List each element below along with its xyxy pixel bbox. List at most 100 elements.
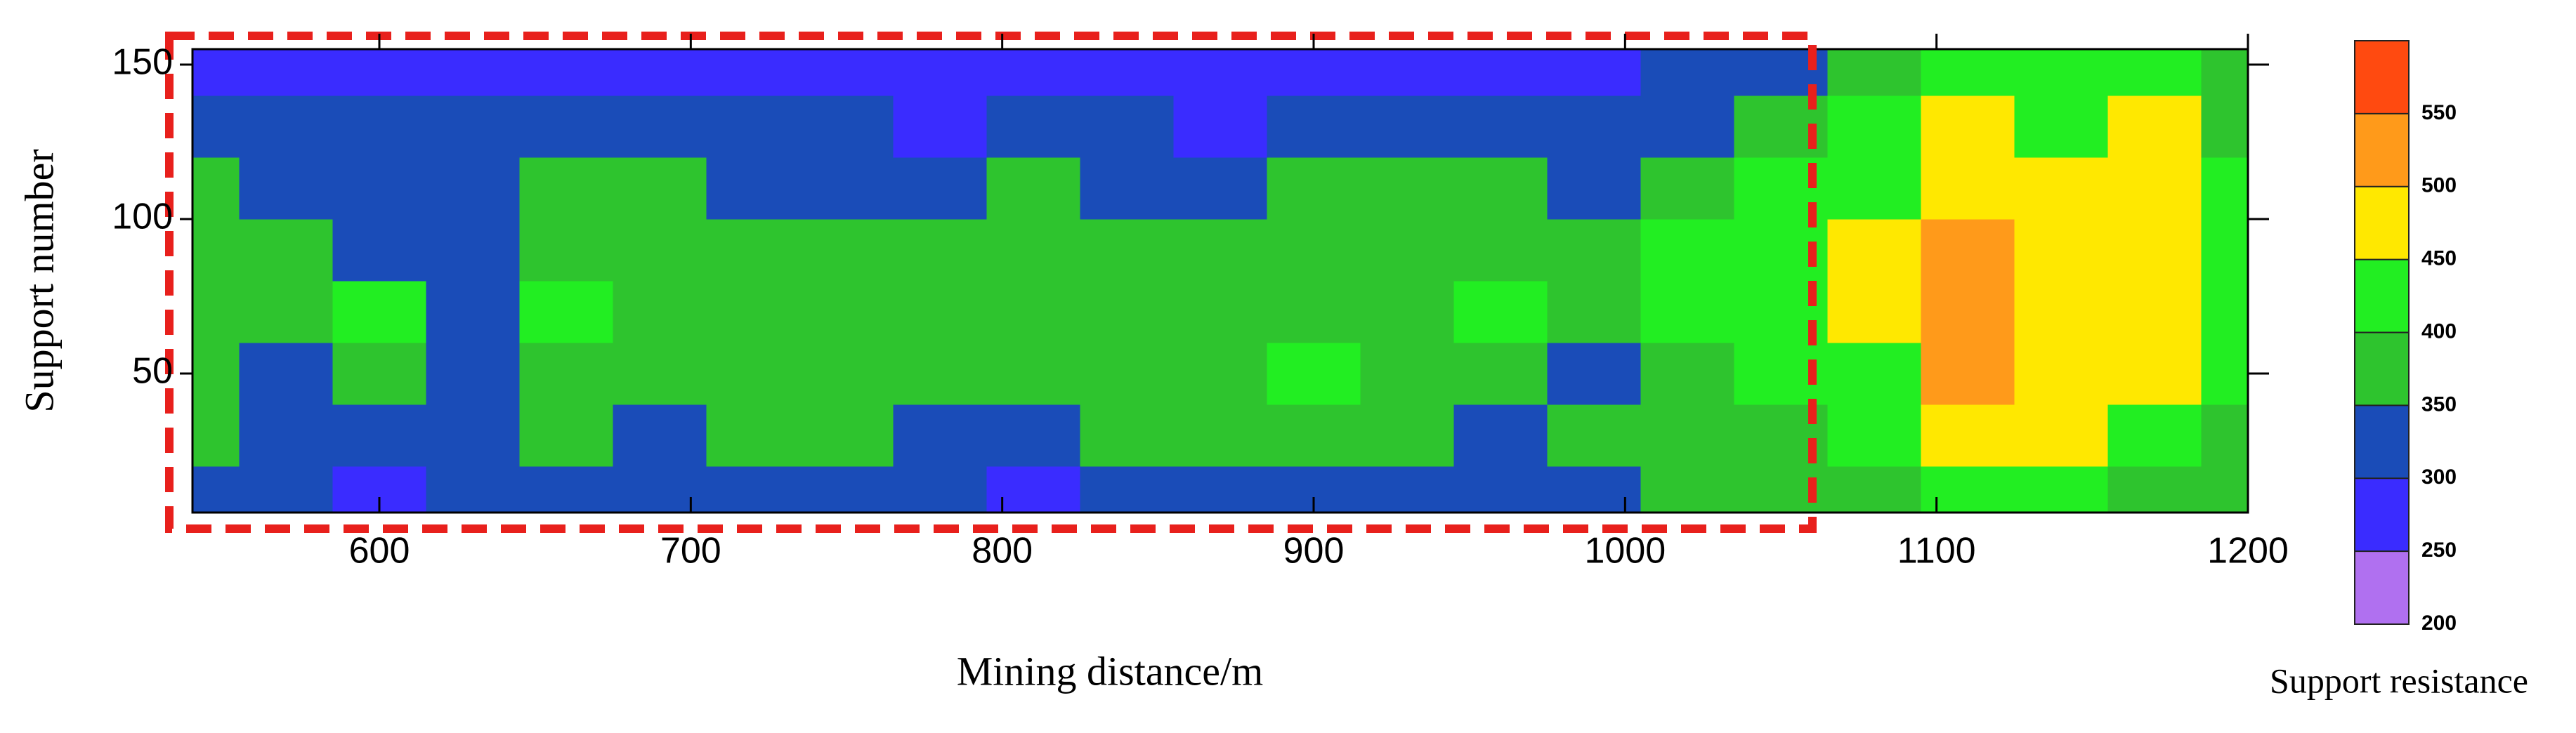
contour-cell	[239, 219, 333, 282]
contour-cell	[1640, 404, 1734, 467]
contour-cell	[1080, 157, 1174, 220]
contour-cell	[332, 404, 426, 467]
contour-cell	[1080, 281, 1174, 343]
contour-cell	[2201, 157, 2248, 220]
colorbar-band	[2355, 332, 2409, 406]
contour-cell	[332, 343, 426, 405]
contour-cell	[239, 343, 333, 405]
colorbar-tick-label: 500	[2421, 174, 2457, 197]
contour-cell	[1360, 466, 1454, 513]
contour-cell	[1453, 281, 1548, 343]
contour-cell	[426, 157, 520, 220]
contour-cell	[426, 281, 520, 343]
contour-cell	[426, 219, 520, 282]
contour-cell	[986, 404, 1080, 467]
contour-cell	[613, 49, 707, 96]
colorbar-band	[2355, 186, 2409, 260]
contour-cell	[1640, 157, 1734, 220]
contour-cell	[1360, 157, 1454, 220]
contour-cell	[1547, 404, 1641, 467]
contour-cell	[1173, 281, 1267, 343]
contour-cell	[1173, 95, 1267, 158]
contour-cell	[1453, 466, 1548, 513]
contour-cell	[239, 49, 333, 96]
contour-cell	[1453, 343, 1548, 405]
contour-cell	[1173, 466, 1267, 513]
contour-cell	[2107, 281, 2202, 343]
contour-cell	[192, 95, 240, 158]
contour-cell	[192, 157, 240, 220]
contour-cell	[613, 281, 707, 343]
contour-cell	[519, 49, 613, 96]
contour-cell	[986, 49, 1080, 96]
contour-cell	[1640, 95, 1734, 158]
contour-cell	[799, 219, 894, 282]
contour-cell	[2014, 95, 2108, 158]
contour-cell	[799, 466, 894, 513]
contour-cell	[519, 466, 613, 513]
contour-cell	[239, 281, 333, 343]
contour-cell	[2014, 157, 2108, 220]
contour-cell	[706, 404, 800, 467]
colorbar-band	[2355, 41, 2409, 114]
contour-cell	[2014, 49, 2108, 96]
contour-cell	[2107, 157, 2202, 220]
x-tick-label: 900	[1283, 531, 1345, 572]
y-tick-label: 150	[112, 42, 173, 83]
x-tick-label: 1000	[1584, 531, 1666, 572]
contour-cell	[1173, 219, 1267, 282]
contour-cell	[799, 281, 894, 343]
contour-cell	[1453, 95, 1548, 158]
contour-cell	[893, 219, 987, 282]
colorbar-band	[2355, 551, 2409, 624]
colorbar-tick-label: 550	[2421, 101, 2457, 124]
contour-field	[192, 49, 2248, 513]
contour-cell	[239, 404, 333, 467]
contour-cell	[332, 95, 426, 158]
contour-cell	[893, 404, 987, 467]
contour-cell	[986, 343, 1080, 405]
contour-cell	[519, 95, 613, 158]
contour-cell	[1267, 343, 1361, 405]
contour-cell	[2014, 466, 2108, 513]
contour-cell	[1080, 219, 1174, 282]
contour-cell	[2201, 281, 2248, 343]
contour-cell	[706, 95, 800, 158]
contour-cell	[1453, 157, 1548, 220]
contour-cell	[1080, 404, 1174, 467]
contour-cell	[1547, 466, 1641, 513]
contour-cell	[799, 95, 894, 158]
contour-cell	[613, 95, 707, 158]
contour-cell	[519, 157, 613, 220]
contour-cell	[1173, 157, 1267, 220]
contour-cell	[1360, 404, 1454, 467]
contour-cell	[519, 219, 613, 282]
contour-cell	[893, 49, 987, 96]
contour-cell	[1827, 404, 1921, 467]
colorbar-tick-label: 200	[2421, 612, 2457, 635]
contour-cell	[239, 95, 333, 158]
contour-cell	[706, 466, 800, 513]
contour-cell	[893, 95, 987, 158]
contour-cell	[2107, 219, 2202, 282]
contour-cell	[986, 466, 1080, 513]
contour-cell	[986, 281, 1080, 343]
contour-cell	[192, 49, 240, 96]
contour-cell	[1827, 343, 1921, 405]
contour-cell	[799, 343, 894, 405]
contour-cell	[2201, 219, 2248, 282]
contour-cell	[986, 219, 1080, 282]
contour-cell	[1921, 157, 2015, 220]
contour-cell	[2107, 95, 2202, 158]
contour-cell	[1547, 281, 1641, 343]
contour-cell	[519, 343, 613, 405]
colorbar-tick-label: 250	[2421, 539, 2457, 562]
contour-cell	[986, 157, 1080, 220]
contour-cell	[426, 466, 520, 513]
colorbar-tick-label: 450	[2421, 247, 2457, 270]
contour-cell	[1267, 404, 1361, 467]
contour-cell	[706, 281, 800, 343]
contour-cell	[426, 343, 520, 405]
contour-cell	[1921, 281, 2015, 343]
